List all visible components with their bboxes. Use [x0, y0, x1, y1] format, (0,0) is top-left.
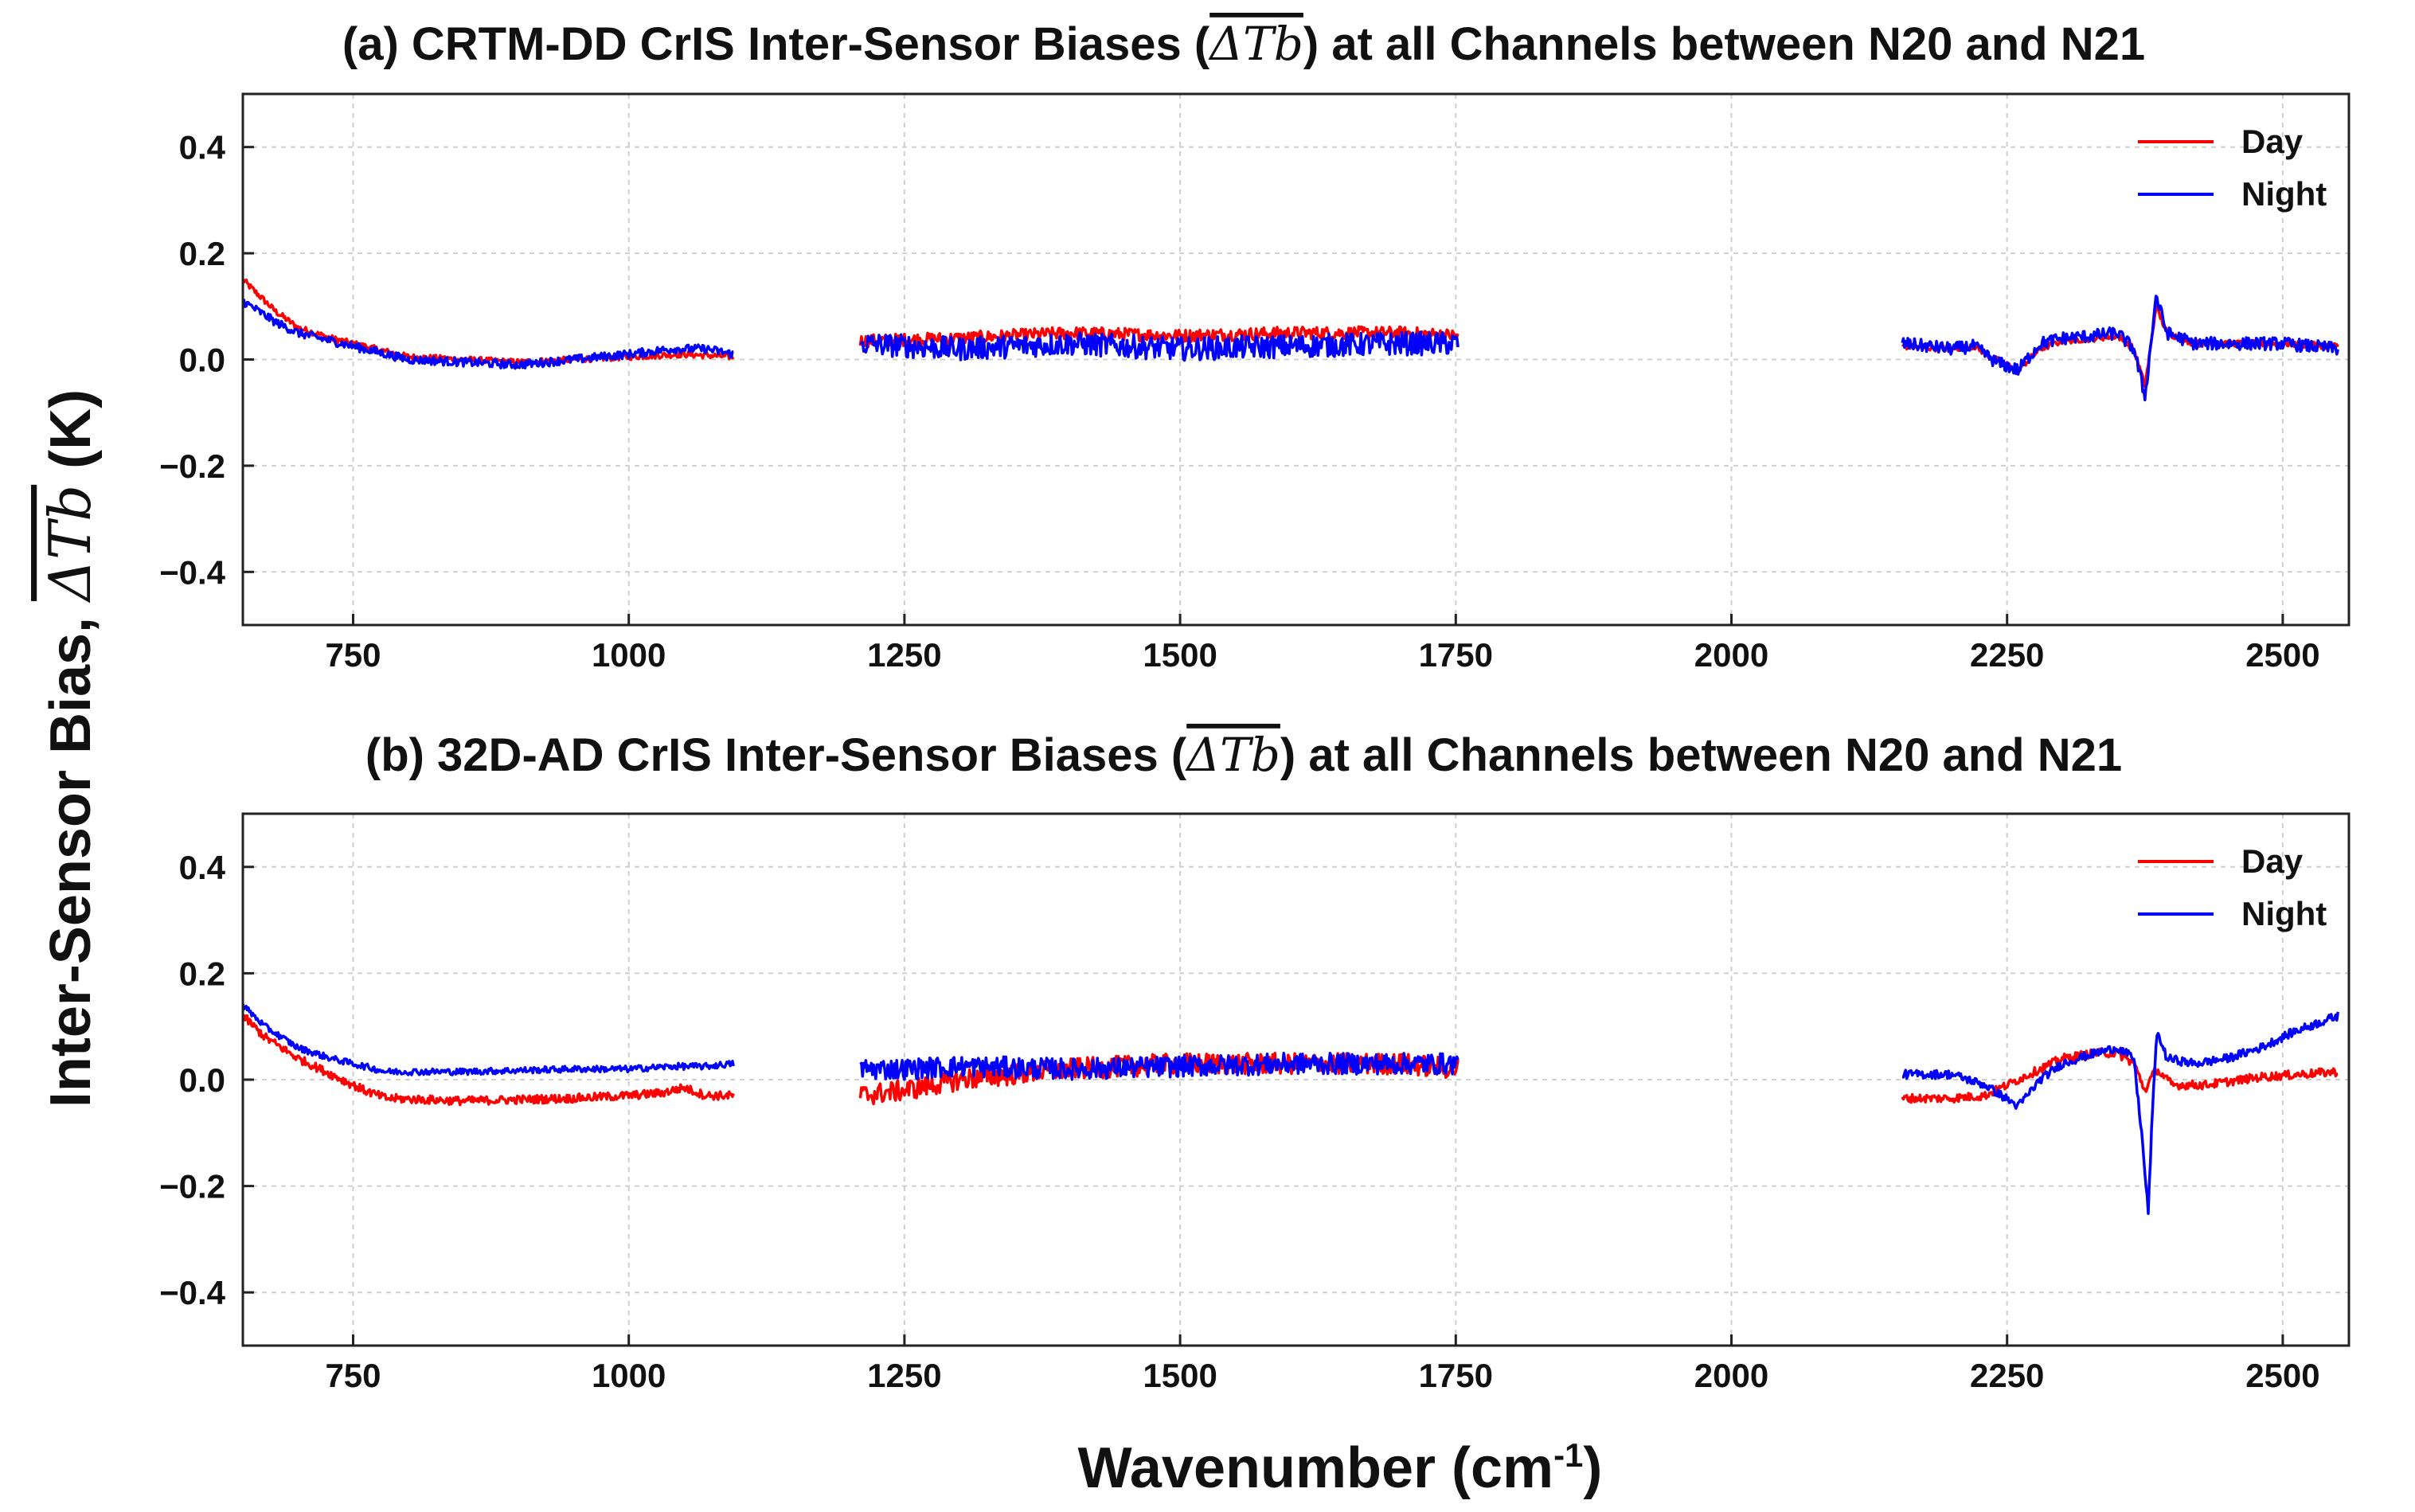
panel-a-x-tick-label: 1500	[1143, 636, 1217, 674]
panel-a: 750 1000 1250 1500 1750 2000 2250 2500 0.4 0.2 0.0…	[159, 92, 2351, 674]
panel-b-x-tick-label: 1500	[1143, 1357, 1217, 1394]
panel-a-y-tick-label: −0.4	[159, 553, 226, 591]
panel-b-title-math: ΔTb	[1185, 728, 1280, 782]
panel-b-y-tick-label: 0.0	[179, 1061, 225, 1099]
panel-b-x-tick-label: 2500	[2245, 1357, 2319, 1394]
panel-a-night-line	[860, 330, 1460, 362]
panel-b-night-line	[1901, 1011, 2339, 1215]
panel-a-y-tick-label: 0.0	[179, 342, 225, 379]
panel-b-y-tick-label: −0.4	[159, 1274, 226, 1311]
y-axis-label-unit: (K)	[39, 389, 103, 485]
panel-b-y-tick-label: −0.2	[159, 1168, 225, 1205]
panel-b: 750 1000 1250 1500 1750 2000 2250 2500 0.4 0.2 0.0…	[159, 812, 2351, 1394]
panel-b-y-tick-label: 0.4	[179, 849, 226, 886]
panel-b-x-tick-label: 2250	[1970, 1357, 2044, 1394]
panel-a-night-line	[243, 299, 734, 370]
panel-a-x-tick-label: 2500	[2245, 636, 2319, 674]
panel-b-x-tick-label: 1250	[867, 1357, 941, 1394]
panel-a-series	[243, 278, 2339, 402]
panel-a-y-tick-label: −0.2	[159, 447, 225, 485]
panel-b-title: (b) 32D-AD CrIS Inter-Sensor Biases (ΔTb…	[365, 728, 2122, 782]
x-axis-label: Wavenumber (cm-1)	[1078, 1436, 1603, 1500]
panel-a-y-tick-label: 0.4	[179, 129, 226, 166]
panel-a-x-tick-label: 1250	[867, 636, 941, 674]
x-axis-label-main: Wavenumber (cm	[1078, 1436, 1553, 1500]
panel-a-x-tick-label: 750	[325, 636, 381, 674]
panel-a-x-tick-label: 1750	[1419, 636, 1493, 674]
panel-b-legend-day-label: Day	[2241, 842, 2304, 880]
panel-a-title-math: ΔTb	[1208, 17, 1303, 71]
panel-a-legend-night-label: Night	[2241, 175, 2327, 213]
panel-b-title-post: ) at all Channels between N20 and N21	[1280, 729, 2122, 781]
panel-b-night-line	[243, 1003, 735, 1076]
panel-a-title: (a) CRTM-DD CrIS Inter-Sensor Biases (ΔT…	[342, 17, 2145, 71]
panel-b-legend-night-label: Night	[2241, 895, 2327, 932]
panel-b-night-line	[859, 1051, 1460, 1081]
panel-a-x-tick-label: 1000	[592, 636, 666, 674]
y-axis-label: Inter-Sensor Bias, ΔTb (K)	[37, 389, 104, 1108]
panel-a-night-line	[1901, 295, 2339, 402]
panel-b-y-tick-label: 0.2	[179, 955, 225, 992]
panel-b-x-tick-label: 750	[325, 1357, 381, 1394]
panel-b-series	[243, 1003, 2339, 1215]
panel-a-x-tick-label: 2000	[1694, 636, 1768, 674]
panel-a-legend-day-label: Day	[2241, 123, 2304, 160]
panel-b-x-tick-label: 2000	[1694, 1357, 1768, 1394]
panel-a-x-tick-label: 2250	[1970, 636, 2044, 674]
panel-a-title-post: ) at all Channels between N20 and N21	[1303, 18, 2145, 70]
y-axis-label-math: ΔTb	[37, 485, 104, 604]
panel-a-title-pre: (a) CRTM-DD CrIS Inter-Sensor Biases (	[342, 18, 1210, 70]
panel-b-title-pre: (b) 32D-AD CrIS Inter-Sensor Biases (	[365, 729, 1187, 781]
x-axis-label-close: )	[1583, 1436, 1602, 1500]
panel-b-day-line	[1901, 1047, 2339, 1104]
y-axis-label-main: Inter-Sensor Bias,	[39, 601, 103, 1108]
panel-b-x-tick-label: 1750	[1419, 1357, 1493, 1394]
panel-b-day-line	[243, 1014, 735, 1107]
panel-a-y-tick-label: 0.2	[179, 235, 225, 272]
panel-b-x-tick-label: 1000	[592, 1357, 666, 1394]
x-axis-label-sup: -1	[1553, 1436, 1583, 1474]
